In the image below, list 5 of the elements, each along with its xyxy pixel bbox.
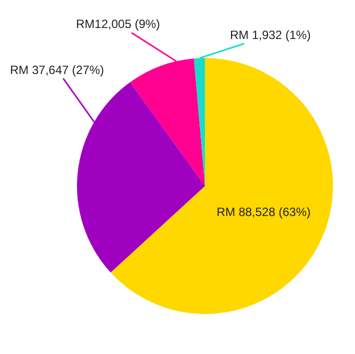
- data-label: RM 1,932 (1%): [230, 28, 311, 42]
- pie-slice: [110, 58, 333, 314]
- data-label: RM12,005 (9%): [76, 17, 160, 31]
- data-label: RM 37,647 (27%): [10, 63, 104, 77]
- data-label: RM 88,528 (63%): [216, 204, 311, 219]
